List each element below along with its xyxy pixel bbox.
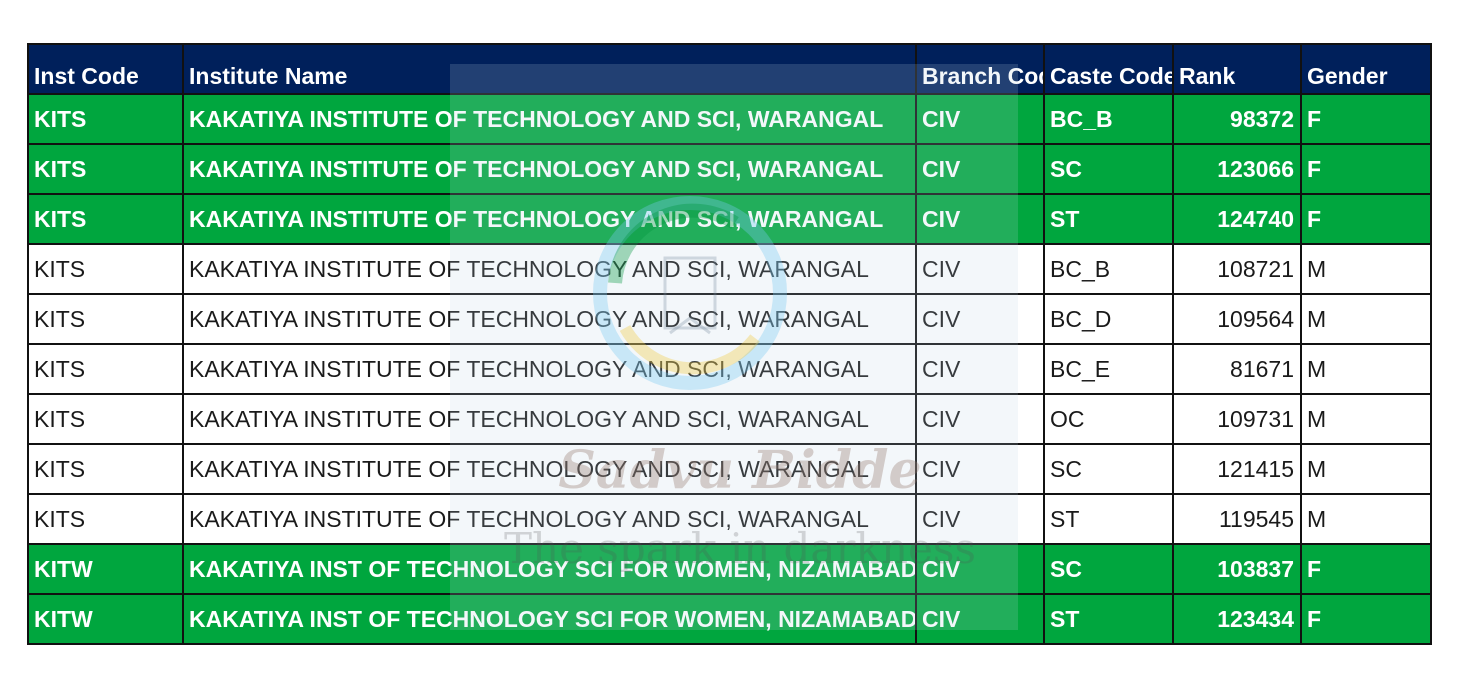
- table-body: KITS KAKATIYA INSTITUTE OF TECHNOLOGY AND…: [27, 93, 1432, 645]
- cell-rank: 81671: [1172, 343, 1302, 395]
- cutoff-rank-table: Inst Code Institute Name Branch Code Cas…: [27, 43, 1432, 645]
- cell-gender: M: [1300, 243, 1432, 295]
- header-caste-code: Caste Code: [1043, 43, 1174, 95]
- cell-inst-code: KITS: [27, 443, 184, 495]
- cell-institute-name: KAKATIYA INSTITUTE OF TECHNOLOGY AND SCI…: [182, 343, 917, 395]
- cell-rank: 123434: [1172, 593, 1302, 645]
- table-row: KITW KAKATIYA INST OF TECHNOLOGY SCI FOR …: [27, 593, 1432, 645]
- header-institute-name: Institute Name: [182, 43, 917, 95]
- table-row: KITS KAKATIYA INSTITUTE OF TECHNOLOGY AND…: [27, 193, 1432, 245]
- cell-institute-name: KAKATIYA INST OF TECHNOLOGY SCI FOR WOME…: [182, 543, 917, 595]
- cell-institute-name: KAKATIYA INSTITUTE OF TECHNOLOGY AND SCI…: [182, 243, 917, 295]
- cell-rank: 98372: [1172, 93, 1302, 145]
- cell-branch-code: CIV: [915, 143, 1045, 195]
- cell-institute-name: KAKATIYA INSTITUTE OF TECHNOLOGY AND SCI…: [182, 293, 917, 345]
- cell-gender: M: [1300, 443, 1432, 495]
- cell-inst-code: KITW: [27, 543, 184, 595]
- cell-inst-code: KITS: [27, 193, 184, 245]
- cell-rank: 103837: [1172, 543, 1302, 595]
- table-row: KITS KAKATIYA INSTITUTE OF TECHNOLOGY AND…: [27, 293, 1432, 345]
- cell-rank: 109731: [1172, 393, 1302, 445]
- cell-rank: 109564: [1172, 293, 1302, 345]
- cell-caste-code: ST: [1043, 593, 1174, 645]
- cell-gender: F: [1300, 193, 1432, 245]
- cell-caste-code: ST: [1043, 193, 1174, 245]
- cell-gender: F: [1300, 543, 1432, 595]
- cell-inst-code: KITS: [27, 243, 184, 295]
- cell-inst-code: KITS: [27, 393, 184, 445]
- header-row: Inst Code Institute Name Branch Code Cas…: [27, 43, 1432, 95]
- table-row: KITS KAKATIYA INSTITUTE OF TECHNOLOGY AND…: [27, 493, 1432, 545]
- cell-caste-code: SC: [1043, 543, 1174, 595]
- cell-branch-code: CIV: [915, 93, 1045, 145]
- cell-gender: F: [1300, 93, 1432, 145]
- cell-institute-name: KAKATIYA INSTITUTE OF TECHNOLOGY AND SCI…: [182, 193, 917, 245]
- cell-gender: F: [1300, 143, 1432, 195]
- cell-gender: M: [1300, 293, 1432, 345]
- header-gender: Gender: [1300, 43, 1432, 95]
- table-row: KITS KAKATIYA INSTITUTE OF TECHNOLOGY AND…: [27, 393, 1432, 445]
- cell-rank: 108721: [1172, 243, 1302, 295]
- cell-caste-code: BC_B: [1043, 243, 1174, 295]
- cell-rank: 123066: [1172, 143, 1302, 195]
- cell-branch-code: CIV: [915, 293, 1045, 345]
- table-row: KITS KAKATIYA INSTITUTE OF TECHNOLOGY AND…: [27, 93, 1432, 145]
- header-branch-code: Branch Code: [915, 43, 1045, 95]
- cell-branch-code: CIV: [915, 593, 1045, 645]
- cell-caste-code: BC_B: [1043, 93, 1174, 145]
- cell-rank: 121415: [1172, 443, 1302, 495]
- cell-inst-code: KITS: [27, 343, 184, 395]
- cell-institute-name: KAKATIYA INST OF TECHNOLOGY SCI FOR WOME…: [182, 593, 917, 645]
- table-row: KITS KAKATIYA INSTITUTE OF TECHNOLOGY AND…: [27, 243, 1432, 295]
- cell-institute-name: KAKATIYA INSTITUTE OF TECHNOLOGY AND SCI…: [182, 443, 917, 495]
- cell-branch-code: CIV: [915, 393, 1045, 445]
- cell-branch-code: CIV: [915, 443, 1045, 495]
- cell-branch-code: CIV: [915, 243, 1045, 295]
- cell-caste-code: ST: [1043, 493, 1174, 545]
- cell-branch-code: CIV: [915, 543, 1045, 595]
- cell-caste-code: BC_D: [1043, 293, 1174, 345]
- cell-rank: 119545: [1172, 493, 1302, 545]
- cell-institute-name: KAKATIYA INSTITUTE OF TECHNOLOGY AND SCI…: [182, 143, 917, 195]
- cell-caste-code: OC: [1043, 393, 1174, 445]
- cell-caste-code: SC: [1043, 143, 1174, 195]
- cell-rank: 124740: [1172, 193, 1302, 245]
- cell-gender: M: [1300, 343, 1432, 395]
- cell-branch-code: CIV: [915, 193, 1045, 245]
- cell-branch-code: CIV: [915, 343, 1045, 395]
- header-rank: Rank: [1172, 43, 1302, 95]
- cell-caste-code: SC: [1043, 443, 1174, 495]
- table-row: KITW KAKATIYA INST OF TECHNOLOGY SCI FOR …: [27, 543, 1432, 595]
- cell-inst-code: KITS: [27, 93, 184, 145]
- cell-gender: M: [1300, 493, 1432, 545]
- table-row: KITS KAKATIYA INSTITUTE OF TECHNOLOGY AND…: [27, 443, 1432, 495]
- cell-inst-code: KITS: [27, 293, 184, 345]
- table-row: KITS KAKATIYA INSTITUTE OF TECHNOLOGY AND…: [27, 343, 1432, 395]
- table-row: KITS KAKATIYA INSTITUTE OF TECHNOLOGY AND…: [27, 143, 1432, 195]
- cell-institute-name: KAKATIYA INSTITUTE OF TECHNOLOGY AND SCI…: [182, 93, 917, 145]
- cell-branch-code: CIV: [915, 493, 1045, 545]
- cell-gender: M: [1300, 393, 1432, 445]
- cell-inst-code: KITW: [27, 593, 184, 645]
- cell-inst-code: KITS: [27, 143, 184, 195]
- header-inst-code: Inst Code: [27, 43, 184, 95]
- cell-gender: F: [1300, 593, 1432, 645]
- cell-caste-code: BC_E: [1043, 343, 1174, 395]
- cell-institute-name: KAKATIYA INSTITUTE OF TECHNOLOGY AND SCI…: [182, 493, 917, 545]
- cell-inst-code: KITS: [27, 493, 184, 545]
- cell-institute-name: KAKATIYA INSTITUTE OF TECHNOLOGY AND SCI…: [182, 393, 917, 445]
